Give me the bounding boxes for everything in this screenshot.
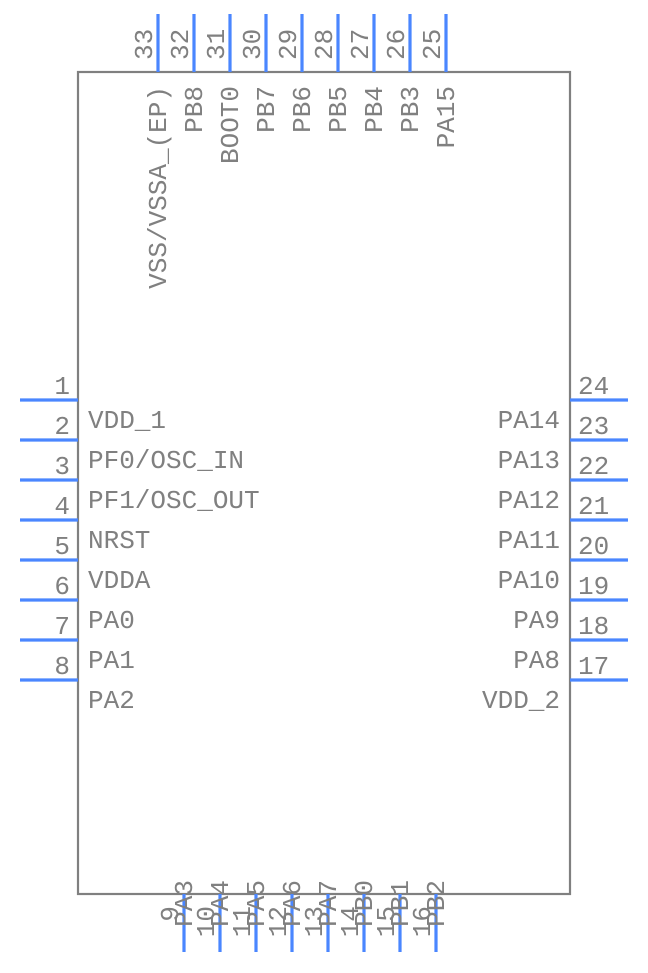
pin-label: VDD_2 (482, 686, 560, 716)
pin-number: 5 (54, 532, 70, 562)
pin-label: PA10 (498, 566, 560, 596)
pin-number: 11 (228, 906, 258, 937)
pin-label: PA0 (88, 606, 135, 636)
pin-number: 7 (54, 612, 70, 642)
pin-label: VSS/VSSA_(EP) (144, 86, 174, 289)
pin-label: PA13 (498, 446, 560, 476)
pin-number: 6 (54, 572, 70, 602)
pin-number: 30 (238, 29, 268, 60)
pin-label: PA15 (432, 86, 462, 148)
pin-label: VDDA (88, 566, 151, 596)
pin-label: PB6 (288, 86, 318, 133)
pin-label: PB3 (396, 86, 426, 133)
pin-number: 13 (300, 906, 330, 937)
pin-number: 16 (408, 906, 438, 937)
pin-number: 4 (54, 492, 70, 522)
pin-label: PF1/OSC_OUT (88, 486, 260, 516)
pin-number: 32 (166, 29, 196, 60)
pin-number: 27 (346, 29, 376, 60)
pin-number: 28 (310, 29, 340, 60)
pin-number: 20 (578, 532, 609, 562)
pin-label: PB4 (360, 86, 390, 133)
pin-number: 15 (372, 906, 402, 937)
pin-label: PF0/OSC_IN (88, 446, 244, 476)
pin-number: 17 (578, 652, 609, 682)
pin-number: 22 (578, 452, 609, 482)
pin-number: 24 (578, 372, 609, 402)
pin-label: PA2 (88, 686, 135, 716)
pin-label: PB5 (324, 86, 354, 133)
pin-label: PA8 (513, 646, 560, 676)
pin-number: 8 (54, 652, 70, 682)
pin-label: PA9 (513, 606, 560, 636)
pin-number: 10 (192, 906, 222, 937)
pin-number: 14 (336, 906, 366, 937)
pin-label: PA14 (498, 406, 560, 436)
pin-number: 19 (578, 572, 609, 602)
pin-number: 31 (202, 29, 232, 60)
pin-label: PB8 (180, 86, 210, 133)
pin-number: 21 (578, 492, 609, 522)
pin-label: PB7 (252, 86, 282, 133)
pin-label: PA12 (498, 486, 560, 516)
pin-label: NRST (88, 526, 150, 556)
pin-label: BOOT0 (216, 86, 246, 164)
pin-number: 1 (54, 372, 70, 402)
pin-label: PA1 (88, 646, 135, 676)
pin-number: 2 (54, 412, 70, 442)
pin-number: 12 (264, 906, 294, 937)
pin-number: 9 (156, 906, 186, 922)
pin-label: VDD_1 (88, 406, 166, 436)
pin-number: 26 (382, 29, 412, 60)
pin-number: 3 (54, 452, 70, 482)
pin-number: 18 (578, 612, 609, 642)
pin-label: PA11 (498, 526, 560, 556)
chip-pinout-diagram: 1 VDD_1 2 PF0/OSC_IN 3 PF1/OSC_OUT 4 NRST 5 VDDA 6… (0, 0, 648, 968)
pin-number: 33 (130, 29, 160, 60)
pin-number: 25 (418, 29, 448, 60)
pin-number: 29 (274, 29, 304, 60)
pin-number: 23 (578, 412, 609, 442)
